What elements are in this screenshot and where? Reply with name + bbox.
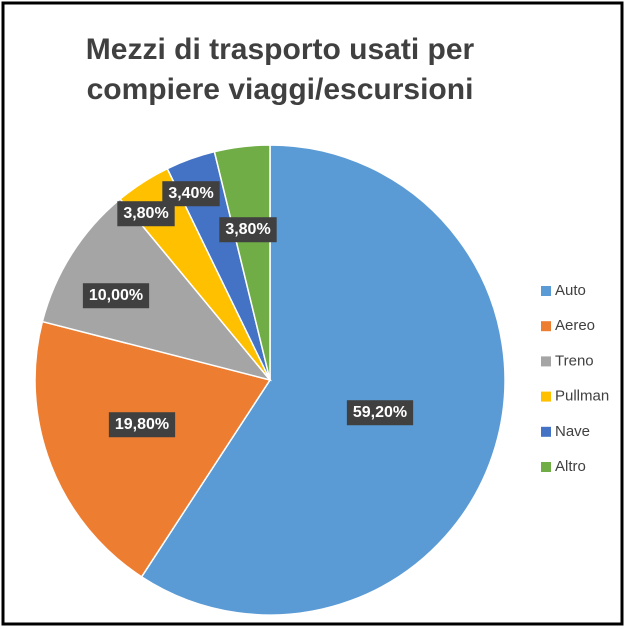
chart-title: Mezzi di trasporto usati per compiere vi… bbox=[85, 33, 475, 106]
legend-label: Treno bbox=[555, 352, 594, 369]
data-label-text: 3,80% bbox=[225, 221, 270, 238]
data-label: 10,00% bbox=[82, 283, 150, 309]
legend-label: Nave bbox=[555, 423, 590, 440]
data-label-text: 19,80% bbox=[115, 416, 169, 433]
data-label-box bbox=[219, 217, 277, 243]
legend-swatch bbox=[541, 356, 551, 367]
legend-label: Aereo bbox=[555, 317, 595, 334]
pie-slice bbox=[140, 144, 506, 616]
legend-label: Altro bbox=[555, 458, 586, 475]
data-label-box bbox=[346, 400, 414, 426]
data-label: 3,80% bbox=[219, 217, 277, 243]
pie-slice bbox=[41, 197, 273, 382]
pie-slice bbox=[34, 320, 272, 578]
legend-label: Pullman bbox=[555, 388, 609, 405]
legend-label: Auto bbox=[555, 282, 586, 299]
data-label-text: 10,00% bbox=[89, 287, 143, 304]
legend-swatch bbox=[541, 321, 551, 332]
data-label-text: 3,40% bbox=[168, 185, 213, 202]
data-label-box bbox=[162, 181, 220, 207]
data-label-text: 3,80% bbox=[123, 205, 168, 222]
legend-swatch bbox=[541, 426, 551, 437]
data-label: 19,80% bbox=[108, 412, 176, 438]
data-label-box bbox=[82, 283, 150, 309]
data-label-box bbox=[108, 412, 176, 438]
data-label: 59,20% bbox=[346, 400, 414, 426]
legend-swatch bbox=[541, 391, 551, 402]
legend-swatch bbox=[541, 286, 551, 296]
legend-swatch bbox=[541, 462, 551, 472]
data-label-text: 59,20% bbox=[353, 404, 407, 421]
data-label: 3,40% bbox=[162, 181, 220, 207]
pie-slice bbox=[213, 144, 271, 381]
